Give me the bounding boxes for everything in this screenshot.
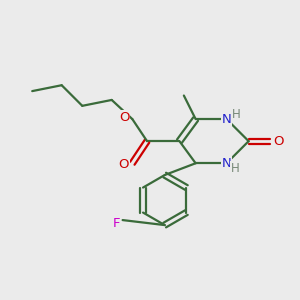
- Text: O: O: [273, 135, 283, 148]
- Text: F: F: [112, 217, 120, 230]
- Text: O: O: [119, 111, 129, 124]
- Text: H: H: [232, 108, 240, 121]
- Text: N: N: [222, 112, 231, 126]
- Text: H: H: [231, 162, 240, 175]
- Text: O: O: [118, 158, 129, 171]
- Text: N: N: [222, 157, 231, 170]
